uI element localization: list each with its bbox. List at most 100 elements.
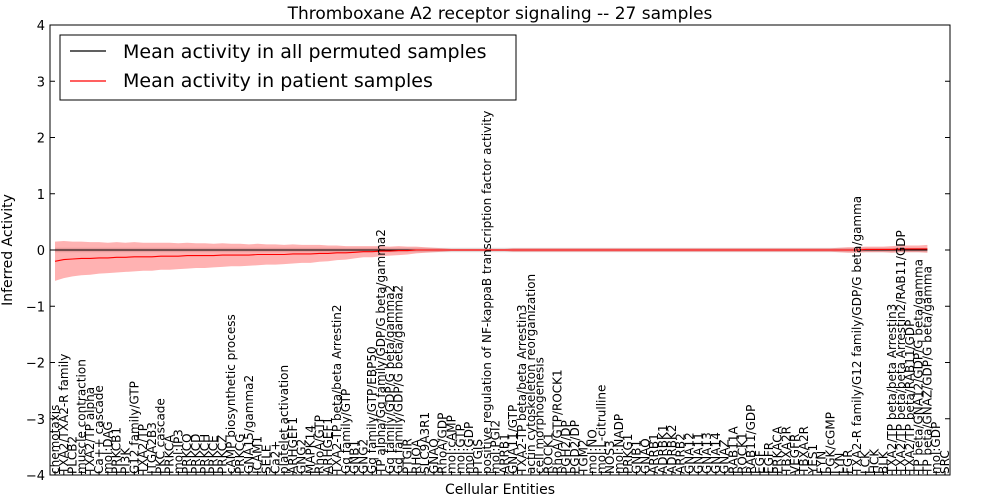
- entity-tick-label: mol:GTP: [453, 424, 467, 474]
- entity-tick-label: PTGIR: [401, 438, 415, 474]
- entity-tick-label: HCK: [868, 448, 882, 474]
- entity-tick-label: GNA13: [700, 432, 714, 474]
- y-tick-label: −1: [26, 300, 45, 315]
- entity-tick-label: YES1: [806, 444, 820, 475]
- entity-tick-label: cAMP biosynthetic process: [224, 314, 238, 474]
- entity-tick-label: ARHGEF1: [321, 417, 335, 474]
- entity-tick-label: ICAM1: [251, 436, 265, 474]
- x-axis-label: Cellular Entities: [445, 482, 555, 498]
- entity-tick-label: GNAQ: [638, 438, 652, 474]
- entity-tick-label: ITGA2B3: [145, 422, 159, 474]
- entity-tick-label: actin cytoskeleton reorganization: [524, 274, 538, 474]
- entity-tick-label: TGM2: [577, 439, 591, 475]
- entity-tick-label: ADRBK2: [665, 424, 679, 474]
- entity-tick-label: TXA2/TP beta/RAB11/GDP: [903, 320, 917, 475]
- entity-tick-label: TP beta/GNAZ/GDP/G beta/gamma: [920, 266, 934, 475]
- legend-label-patient: Mean activity in patient samples: [123, 70, 433, 92]
- entity-tick-label: ARHGEF1: [286, 417, 300, 474]
- entity-tick-label: GNA11: [691, 432, 705, 474]
- entity-tick-label: PRKCZ: [215, 435, 229, 474]
- entity-tick-label: mol:NO: [586, 429, 600, 474]
- legend: Mean activity in all permuted samples Me…: [59, 34, 517, 101]
- patient-band: [55, 241, 928, 281]
- entity-tick-label: PLCB2: [66, 436, 80, 474]
- y-tick-label: 0: [37, 244, 45, 259]
- entity-tick-label: SELE: [260, 445, 274, 474]
- entity-tick-label: RhoA/GTP/ROCK1: [550, 369, 564, 474]
- entity-tick-label: Ca2+: [268, 441, 282, 474]
- entity-tick-label: GNB1: [348, 440, 362, 474]
- entity-tick-label: FYN: [815, 451, 829, 474]
- entity-tick-label: PI3K: [119, 447, 133, 474]
- entity-tick-label: PGH2/DP: [559, 420, 573, 474]
- entity-tick-label: TBXA2R: [797, 426, 811, 475]
- entity-tick-label: FGR: [841, 449, 855, 474]
- entity-tick-label: LCK: [859, 450, 873, 474]
- entity-tick-label: PRKCG: [233, 434, 247, 474]
- y-axis-label: Inferred Activity: [0, 194, 16, 306]
- entity-tick-label: PRKCD: [189, 434, 203, 474]
- entity-tick-label: mol:NADP: [612, 414, 626, 474]
- entity-tick-label: RAB11/GDP: [744, 405, 758, 474]
- y-tick-label: −3: [26, 413, 45, 428]
- entity-tick-label: Gq family/GDP/G beta/gamma2: [383, 285, 397, 474]
- legend-label-permuted: Mean activity in all permuted samples: [123, 41, 486, 63]
- entity-tick-label: PGD2/DP: [568, 420, 582, 474]
- entity-tick-label: MAPK14: [304, 425, 318, 474]
- entity-tick-label: PRKCB1: [110, 427, 124, 474]
- entity-tick-label: ARRB2: [674, 433, 688, 474]
- entity-tick-label: GNG2: [356, 439, 370, 474]
- entity-tick-label: mol:L-citrulline: [594, 385, 608, 474]
- entity-tick-label: G12 family/GTP: [127, 381, 141, 474]
- entity-tick-label: GNA14: [709, 432, 723, 474]
- entity-tick-label: positive regulation of NF-kappaB transcr…: [480, 111, 494, 474]
- entity-tick-label: muscle contraction: [74, 359, 88, 474]
- entity-tick-label: TXA2/TXA2-R family: [57, 354, 71, 475]
- entity-tick-label: PRKCE: [207, 435, 221, 474]
- entity-tick-label: PKC cascade: [154, 398, 168, 474]
- entity-tick-label: Ca++ cascade: [92, 385, 106, 474]
- entity-tick-label: PRKCH: [198, 434, 212, 474]
- entity-tick-label: RHOA: [409, 438, 423, 474]
- entity-tick-label: mol:GDP: [929, 422, 943, 474]
- entity-tick-label: PTGIS: [471, 439, 485, 474]
- entity-tick-label: mol:GDP: [462, 422, 476, 474]
- entity-tick-label: TXA2/TP beta/beta Arrestin2/RAB11/GDP: [894, 230, 908, 475]
- entity-tick-label: GNB1: [630, 440, 644, 474]
- entity-tick-label: ARRB1: [647, 433, 661, 474]
- entity-tick-label: PGK/cGMP: [823, 412, 837, 474]
- entity-tick-label: mol:PGI2: [489, 420, 503, 474]
- y-tick-label: 1: [37, 188, 45, 203]
- entity-tick-label: GNA11/GTP: [506, 405, 520, 474]
- entity-tick-label: TP alpha/Gq family/GDP/G beta/gamma2: [374, 229, 388, 475]
- entity-tick-label: Gq family/GDP/G beta/gamma2: [392, 285, 406, 474]
- entity-tick-label: SLC9A3R1: [418, 412, 432, 474]
- entity-tick-label: LYN: [832, 453, 846, 474]
- entity-tick-label: PRKCA: [163, 434, 177, 474]
- entity-tick-label: GNA12: [683, 432, 697, 474]
- entity-tick-label: BLK: [876, 450, 890, 474]
- y-tick-label: 2: [37, 132, 45, 147]
- entity-tick-label: TXA2/TP beta/beta Arrestin3: [885, 304, 899, 475]
- entity-tick-label: mol:DAG: [101, 421, 115, 474]
- entity-tick-label: RhoA/GDP: [436, 413, 450, 474]
- entity-tick-label: PRKACA: [771, 425, 785, 474]
- legend-frame: [59, 34, 517, 101]
- entity-tick-label: GNAZ: [718, 439, 732, 474]
- entity-tick-label: ROCK1: [542, 432, 556, 474]
- entity-tick-label: TXA2-TP beta/beta Arrestin2: [330, 305, 344, 476]
- entity-tick-label: Gq family/GTP: [339, 389, 353, 474]
- entity-tick-label: GNG2: [295, 439, 309, 474]
- entity-tick-label: Gq family/GTP/EBP50: [365, 346, 379, 474]
- entity-tick-label: GNA15/gamma2: [242, 375, 256, 474]
- entity-tick-label: ADRBK1: [656, 424, 670, 474]
- entity-tick-label: RAB11A: [727, 425, 741, 474]
- entity-tick-label: TXA2/TP alpha: [83, 387, 97, 475]
- entity-tick-label: TXA2-R family/G12 family/GDP/G beta/gamm…: [850, 196, 864, 475]
- entity-tick-label: EGFR: [762, 442, 776, 474]
- y-tick-label: −4: [26, 469, 45, 484]
- entity-tick-label: TBXA2R: [779, 426, 793, 475]
- patient-mean-line: [54, 248, 928, 262]
